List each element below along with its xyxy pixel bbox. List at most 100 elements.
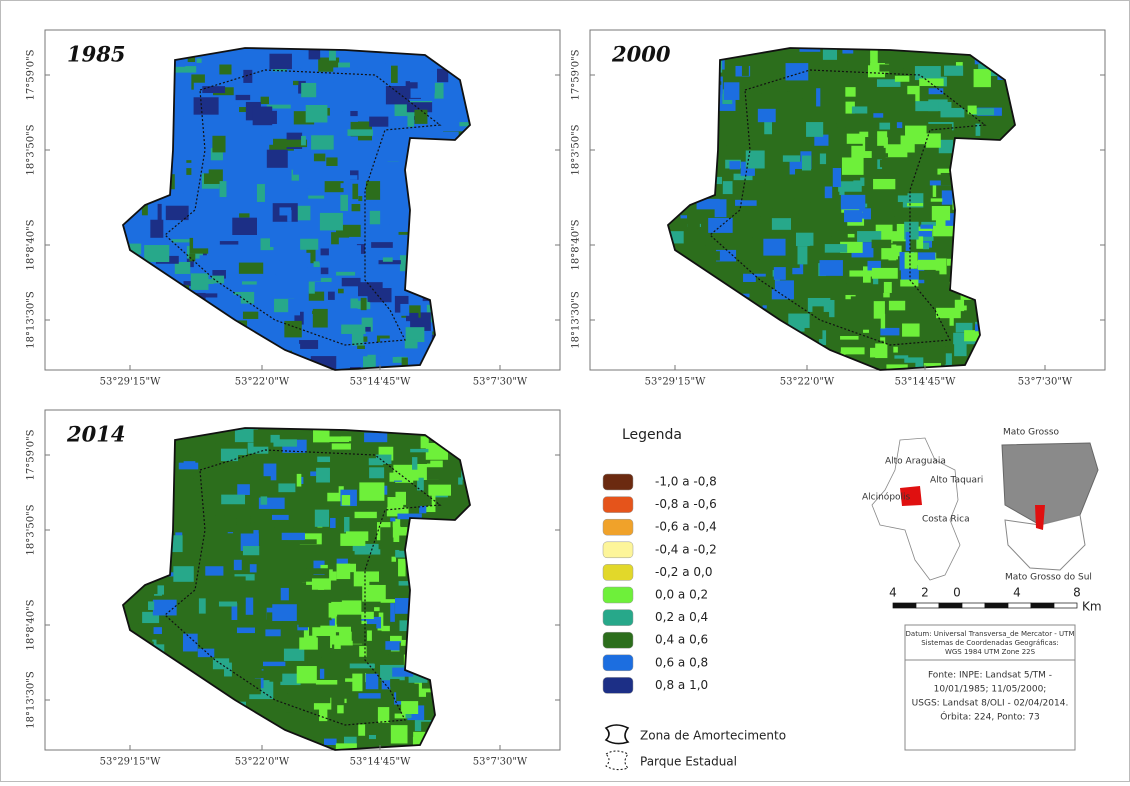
scale-segment	[1008, 603, 1031, 608]
map-patch	[872, 240, 892, 248]
lon-label: 53°7'30"W	[473, 377, 528, 388]
map-patch	[810, 246, 818, 263]
map-patch	[261, 250, 266, 258]
scale-label: 8	[1073, 586, 1081, 600]
map-patch	[352, 674, 362, 692]
map-patch	[341, 645, 357, 662]
map-patch	[894, 355, 908, 358]
map-patch	[884, 282, 892, 293]
scale-segment	[916, 603, 939, 608]
map-patch	[366, 674, 379, 689]
map-patch	[244, 462, 262, 472]
legend-title: Legenda	[622, 427, 682, 443]
map-patch	[396, 684, 419, 701]
map-panel: 198517°59'0"S18°3'50"S18°8'40"S18°13'30"…	[26, 30, 561, 390]
map-patch	[181, 163, 196, 168]
map-patch	[770, 193, 795, 199]
map-patch	[202, 86, 225, 93]
map-patch	[900, 280, 918, 287]
map-patch	[873, 113, 883, 117]
map-patch	[265, 629, 280, 636]
map-patch	[308, 196, 324, 199]
map-patch	[219, 602, 237, 607]
map-patch	[253, 530, 258, 544]
map-patch	[932, 206, 950, 220]
map-patch	[234, 576, 245, 585]
map-patch	[239, 635, 247, 652]
map-patch	[920, 225, 933, 229]
map-patch	[299, 637, 318, 649]
map-patch	[220, 241, 238, 244]
map-patch	[774, 267, 786, 280]
map-patch	[263, 280, 289, 299]
map-patch	[883, 293, 889, 298]
map-patch	[753, 232, 773, 238]
map-patch	[729, 161, 740, 169]
map-patch	[284, 300, 288, 306]
map-patch	[923, 243, 929, 249]
map-patch	[294, 51, 300, 69]
map-patch	[136, 213, 143, 220]
lon-label: 53°29'15"W	[645, 377, 707, 388]
map-patch	[410, 72, 434, 82]
map-patch	[284, 649, 304, 661]
map-patch	[207, 511, 216, 529]
map-patch	[740, 238, 758, 253]
map-patch	[724, 82, 740, 100]
map-patch	[221, 495, 245, 505]
map-patch	[154, 627, 162, 634]
map-patch	[370, 211, 380, 224]
map-patch	[735, 200, 757, 206]
legend-swatch	[603, 632, 633, 648]
legend-label: -0,2 a 0,0	[655, 565, 712, 579]
map-patch	[269, 671, 282, 681]
map-patch	[148, 601, 154, 610]
map-patch	[296, 222, 310, 235]
map-patch	[232, 218, 257, 235]
map-patch	[893, 347, 898, 353]
map-patch	[337, 457, 343, 462]
lon-label: 53°22'0"W	[235, 757, 290, 768]
map-patch	[399, 581, 409, 585]
map-patch	[284, 227, 291, 235]
map-patch	[364, 433, 387, 442]
map-patch	[918, 252, 935, 259]
map-patch	[342, 278, 361, 286]
map-patch	[221, 295, 241, 313]
map-patch	[193, 230, 216, 248]
map-patch	[282, 533, 305, 540]
legend-label: -0,6 a -0,4	[655, 520, 717, 534]
map-patch	[342, 230, 356, 233]
map-patch	[849, 270, 873, 276]
legend-label: -1,0 a -0,8	[655, 475, 717, 489]
map-patch	[172, 239, 190, 242]
map-patch	[300, 239, 318, 250]
map-patch	[278, 483, 295, 492]
legend-swatch	[603, 497, 633, 513]
map-patch	[183, 634, 198, 652]
map-patch	[794, 198, 811, 203]
map-panel: 200017°59'0"S18°3'50"S18°8'40"S18°13'30"…	[571, 30, 1106, 389]
map-patch	[314, 261, 320, 267]
map-patch	[931, 198, 943, 201]
map-patch	[326, 166, 350, 180]
map-patch	[844, 210, 862, 222]
map-patch	[340, 534, 365, 546]
map-patch	[880, 160, 904, 167]
map-patch	[924, 199, 929, 208]
map-patch	[358, 693, 380, 698]
map-patch	[383, 257, 393, 261]
info-source: USGS: Landsat 8/OLI - 02/04/2014.	[912, 699, 1069, 709]
map-patch	[316, 468, 330, 483]
lon-label: 53°14'45"W	[350, 377, 412, 388]
legend-label: 0,2 a 0,4	[655, 610, 708, 624]
lon-label: 53°29'15"W	[100, 757, 162, 768]
map-patch	[816, 88, 820, 106]
legend-swatch	[603, 564, 633, 580]
map-patch	[150, 220, 163, 238]
legend-swatch	[603, 610, 633, 626]
lat-label: 17°59'0"S	[26, 429, 37, 480]
inset-label: Alcinópolis	[862, 492, 911, 503]
map-patch	[322, 77, 333, 93]
map-patch	[180, 650, 193, 663]
